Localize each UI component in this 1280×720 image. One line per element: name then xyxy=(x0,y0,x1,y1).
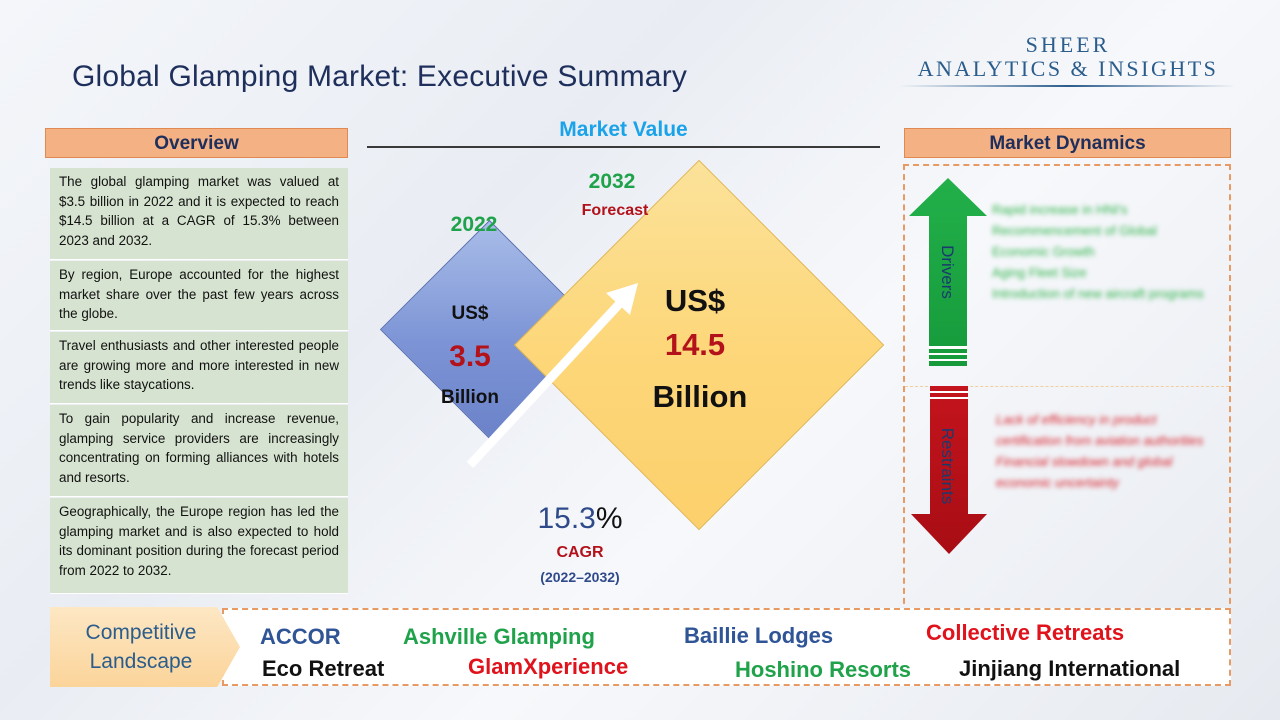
restraints-arrow-down-icon xyxy=(911,386,987,554)
logo-underline xyxy=(900,85,1236,87)
cagr-percent-sign: % xyxy=(595,502,623,535)
cl-title-line-1: Competitive xyxy=(85,621,197,644)
logo-line-2: ANALYTICS & INSIGHTS xyxy=(917,56,1219,81)
drivers-arrow-up-icon xyxy=(909,178,987,366)
page-title: Global Glamping Market: Executive Summar… xyxy=(72,60,688,93)
driver-item: Rapid increase in HNI's xyxy=(992,202,1128,217)
restraint-item: Financial slowdown and global economic u… xyxy=(996,454,1173,490)
company-accor: ACCOR xyxy=(260,624,341,649)
base-value: 3.5 xyxy=(449,340,491,373)
base-unit: Billion xyxy=(440,387,500,408)
company-eco-retreat: Eco Retreat xyxy=(262,656,385,681)
forecast-value: 14.5 xyxy=(664,327,726,362)
forecast-year: 2032 xyxy=(588,170,636,193)
overview-paragraph: The global glamping market was valued at… xyxy=(50,168,348,260)
company-collective-retreats: Collective Retreats xyxy=(926,620,1125,645)
cl-title-line-2: Landscape xyxy=(89,650,193,673)
driver-item: Introduction of new aircraft programs xyxy=(992,286,1204,301)
forecast-unit: Billion xyxy=(652,379,748,414)
company-jinjiang-international: Jinjiang International xyxy=(959,656,1181,681)
restraint-item: Lack of efficiency in product certificat… xyxy=(996,412,1204,448)
competitive-landscape-frame xyxy=(222,608,1231,686)
company-ashville-glamping: Ashville Glamping xyxy=(403,624,595,649)
overview-paragraph: Travel enthusiasts and other interested … xyxy=(50,332,348,404)
company-hoshino-resorts: Hoshino Resorts xyxy=(735,657,912,682)
overview-header: Overview xyxy=(45,128,348,158)
growth-arrow-icon xyxy=(466,283,638,469)
drivers-label: Drivers xyxy=(938,245,957,299)
company-baillie-lodges: Baillie Lodges xyxy=(684,623,834,648)
driver-item: Aging Fleet Size xyxy=(992,265,1087,280)
overview-paragraph: By region, Europe accounted for the high… xyxy=(50,261,348,331)
forecast-currency: US$ xyxy=(664,283,726,318)
cagr-value: 15.3% xyxy=(500,502,660,536)
company-logo: SHEER ANALYTICS & INSIGHTS xyxy=(900,33,1236,87)
overview-paragraph: To gain popularity and increase revenue,… xyxy=(50,405,348,497)
base-year: 2022 xyxy=(450,213,498,236)
drivers-list: Rapid increase in HNI's Recommencement o… xyxy=(992,199,1217,304)
logo-line-1: SHEER xyxy=(1025,32,1111,57)
dynamics-divider xyxy=(905,386,1229,387)
cagr-label: CAGR xyxy=(556,544,604,561)
competitive-landscape-title: Competitive Landscape xyxy=(62,618,220,676)
cagr-period: (2022–2032) xyxy=(540,569,620,585)
forecast-label: Forecast xyxy=(581,202,649,219)
restraints-label: Restraints xyxy=(938,427,957,505)
overview-paragraph: Geographically, the Europe region has le… xyxy=(50,498,348,594)
restraints-list: Lack of efficiency in product certificat… xyxy=(996,409,1218,493)
driver-item: Recommencement of Global Economic Growth xyxy=(992,223,1157,259)
cagr-number: 15.3 xyxy=(537,502,596,535)
market-dynamics-header: Market Dynamics xyxy=(904,128,1231,158)
market-value-divider xyxy=(367,146,880,148)
base-currency: US$ xyxy=(451,303,489,324)
company-glamxperience: GlamXperience xyxy=(468,654,629,679)
competitive-landscape-badge xyxy=(50,607,240,687)
market-value-title: Market Value xyxy=(559,118,688,141)
